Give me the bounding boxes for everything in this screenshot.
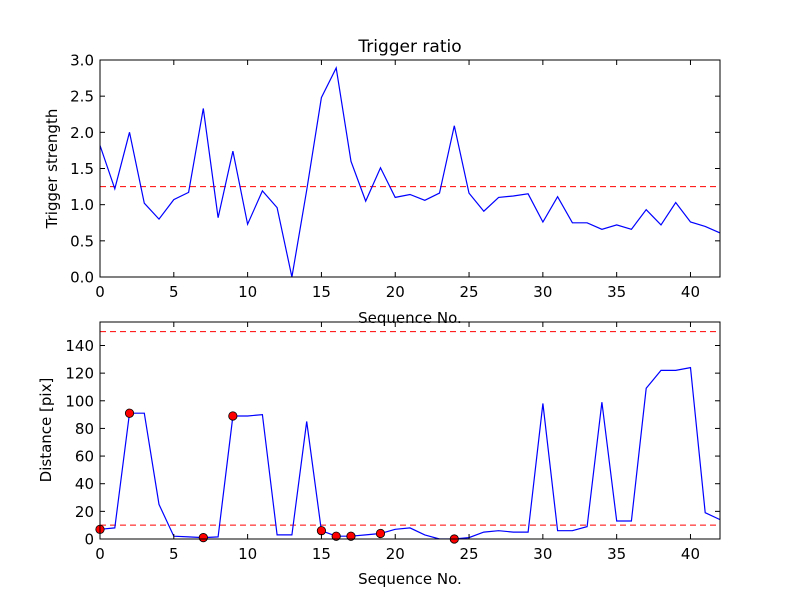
y-tick-label: 2.0 [70,124,94,142]
x-tick-label: 15 [312,545,331,563]
y-tick-label: 0.5 [70,232,94,250]
y-tick-label: 40 [75,475,94,493]
data-point [124,408,135,418]
x-tick-label: 25 [460,283,479,301]
data-point [375,528,386,539]
x-tick-label: 35 [607,283,626,301]
data-point [346,531,356,541]
data-point [316,526,327,536]
series-group [100,66,720,277]
x-axis-label: Sequence No. [358,309,462,327]
x-tick-label: 15 [312,283,331,301]
y-axis-label: Trigger strength [43,109,61,230]
x-tick-label: 25 [460,545,479,563]
x-tick-label: 5 [169,545,179,563]
plot-frame [99,321,721,540]
x-tick-label: 0 [95,283,105,301]
x-tick-label: 20 [386,545,405,563]
y-tick-label: 100 [65,392,94,410]
y-tick-label: 3.0 [70,52,94,70]
y-tick-label: 20 [75,503,94,521]
y-tick-label: 1.5 [70,160,94,178]
x-tick-label: 10 [238,545,257,563]
trigger-ratio-panel: Trigger ratio Sequence No. Trigger stren… [43,37,721,327]
data-point [331,531,341,541]
x-tick-label: 5 [169,283,179,301]
x-tick-label: 40 [681,283,700,301]
x-tick-label: 10 [238,283,257,301]
distance-panel: Sequence No. Distance [pix] 0 5 10 15 20 25 30… [37,321,721,588]
y-tick-label: 60 [75,448,94,466]
x-axis-label: Sequence No. [358,570,462,588]
y-tick-label: 1.0 [70,196,94,214]
series-group [100,366,720,539]
y-tick-label: 120 [65,365,94,383]
x-tick-label: 40 [681,545,700,563]
y-axis-label: Distance [pix] [37,378,55,483]
x-tick-label: 30 [533,283,552,301]
x-tick-label: 35 [607,545,626,563]
y-tick-label: 0 [84,531,94,549]
y-tick-label: 0.0 [70,269,94,287]
x-tick-label: 0 [95,545,105,563]
x-tick-label: 20 [386,283,405,301]
y-tick-label: 2.5 [70,88,94,106]
data-point [228,411,238,421]
y-tick-label: 140 [65,337,94,355]
series-line [100,66,720,277]
y-tick-label: 80 [75,420,94,438]
x-tick-label: 30 [533,545,552,563]
series-line [100,366,720,539]
data-point [198,533,208,543]
chart-title: Trigger ratio [357,37,461,57]
